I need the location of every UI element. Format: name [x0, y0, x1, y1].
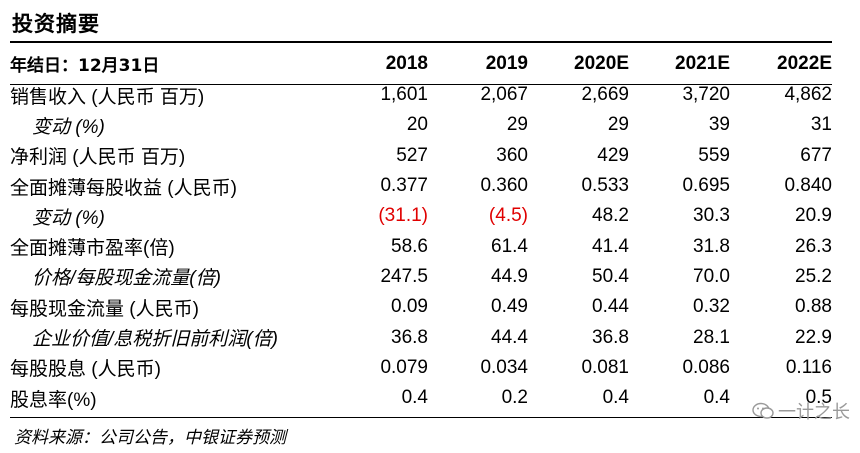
table-header-row: 年结日：12月31日 2018 2019 2020E 2021E 2022E [10, 47, 832, 80]
year-header: 2018 [385, 52, 428, 74]
value-cell: 44.9 [491, 265, 528, 287]
value-cell: 0.079 [380, 356, 428, 378]
year-header: 2021E [675, 52, 730, 74]
value-cell: 0.4 [703, 387, 730, 409]
value-cell: 0.695 [682, 175, 730, 197]
value-cell: 0.360 [480, 175, 528, 197]
value-cell: 3,720 [682, 84, 730, 106]
value-cell: 44.4 [491, 326, 528, 348]
header-rule [10, 84, 832, 85]
value-cell: (31.1) [378, 205, 428, 227]
value-cell: 0.377 [380, 175, 428, 197]
value-cell: 2,067 [480, 84, 528, 106]
row-label: 股息率(%) [10, 389, 97, 411]
watermark: 一计之长 [752, 398, 850, 424]
table-row: 变动 (%) (31.1) (4.5) 48.2 30.3 20.9 [10, 201, 832, 231]
value-cell: 0.081 [581, 356, 629, 378]
table-row: 股息率(%) 0.4 0.2 0.4 0.4 0.5 [10, 383, 832, 413]
row-label: 变动 (%) [32, 207, 105, 229]
value-cell: 31.8 [693, 235, 730, 257]
value-cell: 527 [396, 144, 428, 166]
row-label: 每股现金流量 (人民币) [10, 298, 199, 320]
value-cell: 0.88 [795, 296, 832, 318]
table-row: 每股现金流量 (人民币) 0.09 0.49 0.44 0.32 0.88 [10, 292, 832, 322]
table-body: 销售收入 (人民币 百万) 1,601 2,067 2,669 3,720 4,862 变动… [10, 80, 832, 413]
value-cell: (4.5) [488, 205, 528, 227]
source-note: 资料来源：公司公告，中银证券预测 [14, 428, 286, 448]
year-end-label: 年结日：12月31日 [10, 56, 160, 76]
financial-summary-table: 年结日：12月31日 2018 2019 2020E 2021E 2022E 销… [10, 47, 832, 413]
value-cell: 48.2 [592, 205, 629, 227]
value-cell: 39 [708, 114, 730, 136]
table-row: 全面摊薄每股收益 (人民币) 0.377 0.360 0.533 0.695 0.840 [10, 171, 832, 201]
value-cell: 61.4 [491, 235, 528, 257]
value-cell: 0.116 [785, 356, 832, 378]
row-label: 变动 (%) [32, 116, 105, 138]
value-cell: 0.49 [491, 296, 528, 318]
bottom-rule [10, 417, 832, 418]
table-row: 全面摊薄市盈率(倍) 58.6 61.4 41.4 31.8 26.3 [10, 231, 832, 261]
value-cell: 4,862 [784, 84, 832, 106]
table-row: 企业价值/息税折旧前利润(倍) 36.8 44.4 36.8 28.1 22.9 [10, 322, 832, 352]
value-cell: 20.9 [795, 205, 832, 227]
row-label: 全面摊薄市盈率(倍) [10, 238, 175, 260]
value-cell: 0.5 [805, 387, 832, 409]
value-cell: 0.09 [391, 296, 428, 318]
value-cell: 26.3 [795, 235, 832, 257]
year-header: 2020E [574, 52, 629, 74]
wechat-icon [752, 402, 774, 419]
value-cell: 0.4 [602, 387, 629, 409]
value-cell: 0.4 [401, 387, 428, 409]
value-cell: 0.2 [501, 387, 528, 409]
value-cell: 29 [506, 114, 528, 136]
value-cell: 0.034 [480, 356, 528, 378]
row-label: 全面摊薄每股收益 (人民币) [10, 177, 237, 199]
value-cell: 36.8 [592, 326, 629, 348]
value-cell: 41.4 [592, 235, 629, 257]
value-cell: 2,669 [581, 84, 629, 106]
value-cell: 22.9 [795, 326, 832, 348]
value-cell: 247.5 [380, 265, 428, 287]
table-row: 价格/每股现金流量(倍) 247.5 44.9 50.4 70.0 25.2 [10, 262, 832, 292]
row-label: 企业价值/息税折旧前利润(倍) [32, 329, 278, 351]
value-cell: 360 [496, 144, 528, 166]
value-cell: 29 [607, 114, 629, 136]
value-cell: 50.4 [592, 265, 629, 287]
row-label: 净利润 (人民币 百万) [10, 147, 186, 169]
year-header: 2022E [777, 52, 832, 74]
value-cell: 677 [800, 144, 832, 166]
table-row: 变动 (%) 20 29 29 39 31 [10, 110, 832, 140]
value-cell: 28.1 [693, 326, 730, 348]
value-cell: 0.32 [693, 296, 730, 318]
value-cell: 1,601 [380, 84, 428, 106]
watermark-text: 一计之长 [778, 402, 850, 423]
value-cell: 0.533 [581, 175, 629, 197]
value-cell: 429 [597, 144, 629, 166]
table-row: 净利润 (人民币 百万) 527 360 429 559 677 [10, 141, 832, 171]
row-label: 每股股息 (人民币) [10, 359, 161, 381]
value-cell: 0.086 [682, 356, 730, 378]
table-row: 销售收入 (人民币 百万) 1,601 2,067 2,669 3,720 4,862 [10, 80, 832, 110]
row-label: 价格/每股现金流量(倍) [32, 268, 221, 290]
value-cell: 36.8 [391, 326, 428, 348]
value-cell: 58.6 [391, 235, 428, 257]
value-cell: 31 [810, 114, 832, 136]
table-row: 每股股息 (人民币) 0.079 0.034 0.081 0.086 0.116 [10, 353, 832, 383]
value-cell: 0.840 [784, 175, 832, 197]
value-cell: 70.0 [693, 265, 730, 287]
row-label: 销售收入 (人民币 百万) [10, 86, 205, 108]
value-cell: 25.2 [795, 265, 832, 287]
page-title: 投资摘要 [12, 12, 100, 36]
value-cell: 0.44 [592, 296, 629, 318]
year-header: 2019 [485, 52, 528, 74]
value-cell: 20 [406, 114, 428, 136]
value-cell: 559 [698, 144, 730, 166]
value-cell: 30.3 [693, 205, 730, 227]
top-rule [10, 41, 832, 43]
